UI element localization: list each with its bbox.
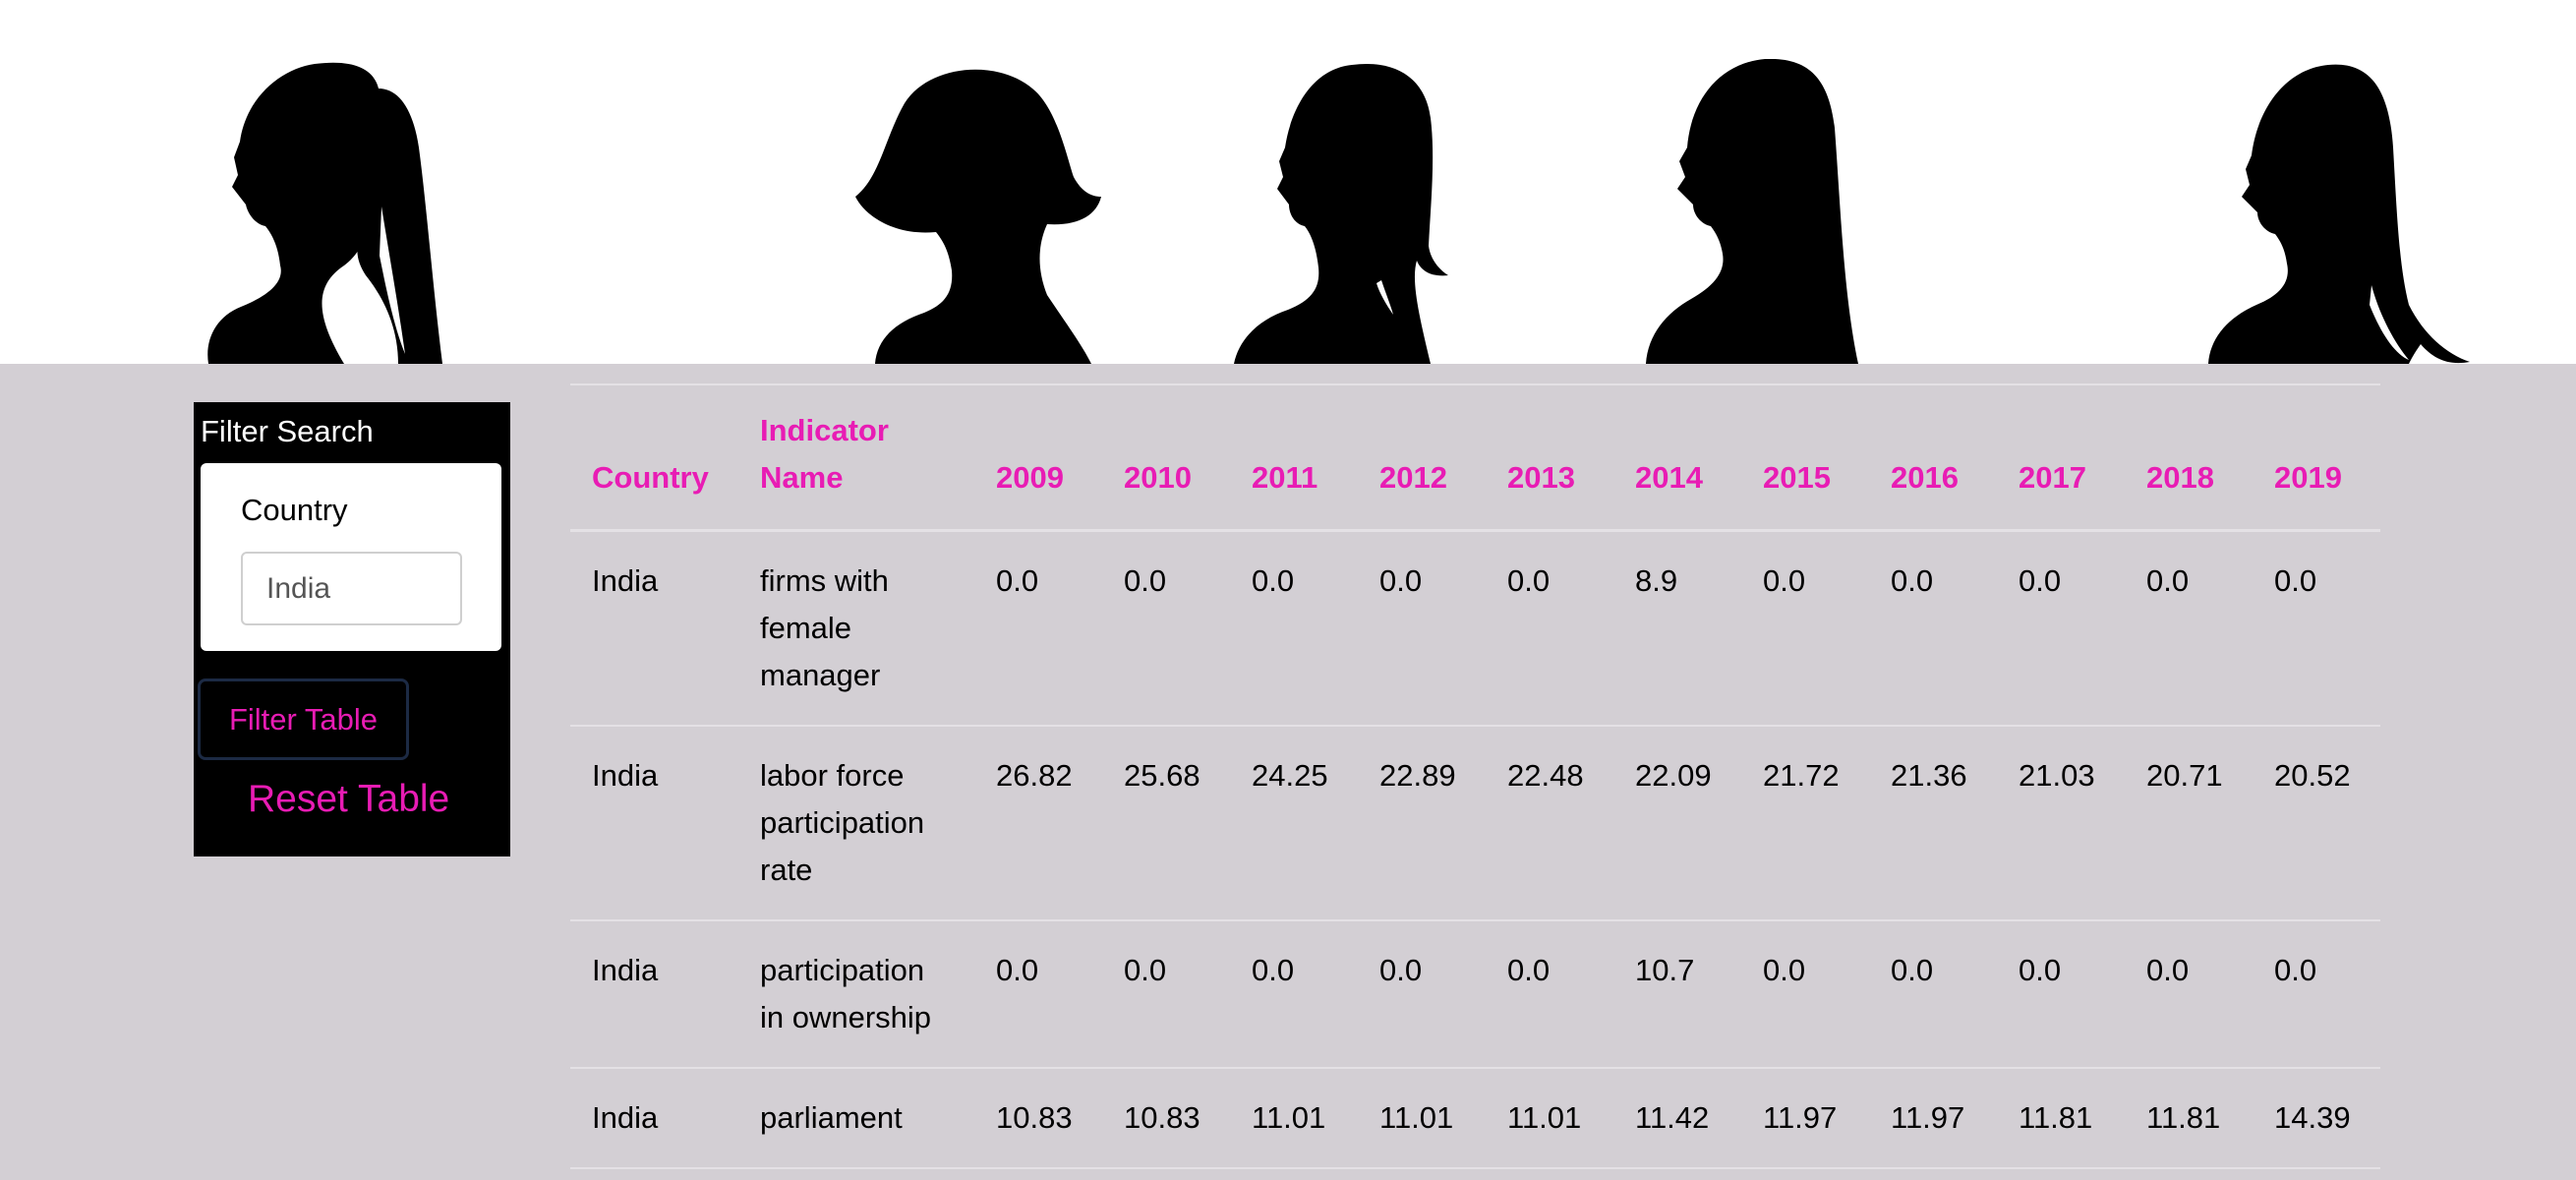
table-cell: 0.0 — [2125, 920, 2253, 1069]
table-cell: participation in ownership — [738, 920, 974, 1069]
header-year: 2015 — [1741, 384, 1869, 532]
table-cell: 22.09 — [1613, 726, 1741, 921]
table-cell: 0.0 — [1486, 920, 1613, 1069]
table-cell: 0.0 — [1230, 920, 1358, 1069]
table-cell: 0.0 — [974, 530, 1102, 727]
table-cell: 11.01 — [1358, 1068, 1486, 1169]
woman-silhouette-bob-icon — [855, 69, 1101, 364]
table-cell: 0.0 — [1997, 530, 2125, 727]
table-cell: parliament — [738, 1068, 974, 1169]
woman-silhouette-side-hair-icon — [2208, 64, 2470, 364]
table-cell: 11.97 — [1741, 1068, 1869, 1169]
table-cell: 20.52 — [2253, 726, 2380, 921]
table-cell: India — [570, 726, 738, 921]
table-cell: 0.0 — [1358, 530, 1486, 727]
table-cell: 0.0 — [1741, 530, 1869, 727]
header-year: 2013 — [1486, 384, 1613, 532]
table-row: India labor force participation rate 26.… — [570, 726, 2380, 921]
table-cell: 10.83 — [974, 1068, 1102, 1169]
header-year: 2018 — [2125, 384, 2253, 532]
table-cell: 0.0 — [974, 920, 1102, 1069]
table-cell: 0.0 — [1486, 530, 1613, 727]
table-cell: 20.71 — [2125, 726, 2253, 921]
header-indicator-name: Indicator Name — [738, 384, 974, 532]
table-row: India parliament 10.83 10.83 11.01 11.01… — [570, 1068, 2380, 1169]
header-year: 2014 — [1613, 384, 1741, 532]
country-input[interactable] — [241, 552, 462, 625]
header-country: Country — [570, 384, 738, 532]
table-cell: 25.68 — [1102, 726, 1230, 921]
table-cell: 0.0 — [2125, 530, 2253, 727]
header-year: 2012 — [1358, 384, 1486, 532]
table-cell: 0.0 — [1997, 920, 2125, 1069]
header-year: 2010 — [1102, 384, 1230, 532]
filter-title: Filter Search — [201, 414, 374, 448]
table-cell: 0.0 — [1102, 530, 1230, 727]
table-cell: 24.25 — [1230, 726, 1358, 921]
table-cell: 14.39 — [2253, 1068, 2380, 1169]
table-cell: 0.0 — [2253, 530, 2380, 727]
woman-silhouette-short-hair-icon — [1234, 63, 1448, 364]
woman-silhouette-long-hair-icon — [1646, 59, 1858, 364]
table-cell: 0.0 — [1869, 530, 1997, 727]
table-cell: 0.0 — [1358, 920, 1486, 1069]
table-cell: 21.03 — [1997, 726, 2125, 921]
filter-panel: Filter Search Country Filter Table Reset… — [194, 402, 510, 856]
table-cell: 0.0 — [2253, 920, 2380, 1069]
table-cell: 11.01 — [1486, 1068, 1613, 1169]
table-row: India firms with female manager 0.0 0.0 … — [570, 530, 2380, 727]
table-cell: 0.0 — [1230, 530, 1358, 727]
table-row: India participation in ownership 0.0 0.0… — [570, 920, 2380, 1069]
table-cell: India — [570, 530, 738, 727]
table-cell: 0.0 — [1102, 920, 1230, 1069]
silhouette-banner — [0, 0, 2576, 364]
table-cell: India — [570, 920, 738, 1069]
reset-table-button[interactable]: Reset Table — [248, 778, 450, 820]
table-cell: 26.82 — [974, 726, 1102, 921]
header-year: 2019 — [2253, 384, 2380, 532]
table-cell: 21.36 — [1869, 726, 1997, 921]
header-year: 2009 — [974, 384, 1102, 532]
table-cell: firms with female manager — [738, 530, 974, 727]
table-cell: 11.81 — [1997, 1068, 2125, 1169]
filter-form: Country — [201, 463, 501, 651]
table-cell: 21.72 — [1741, 726, 1869, 921]
header-year: 2016 — [1869, 384, 1997, 532]
woman-silhouette-ponytail-icon — [207, 62, 442, 364]
table-cell: 0.0 — [1869, 920, 1997, 1069]
header-year: 2017 — [1997, 384, 2125, 532]
header-year: 2011 — [1230, 384, 1358, 532]
table-header-row: Country Indicator Name 2009 2010 2011 20… — [570, 384, 2380, 532]
table-cell: 0.0 — [1741, 920, 1869, 1069]
table-cell: 11.42 — [1613, 1068, 1741, 1169]
table-cell: 22.48 — [1486, 726, 1613, 921]
table-cell: 11.81 — [2125, 1068, 2253, 1169]
indicator-table: Country Indicator Name 2009 2010 2011 20… — [570, 384, 2380, 1169]
table-cell: 8.9 — [1613, 530, 1741, 727]
table-cell: 11.01 — [1230, 1068, 1358, 1169]
table-cell: 22.89 — [1358, 726, 1486, 921]
table-cell: India — [570, 1068, 738, 1169]
table-cell: 11.97 — [1869, 1068, 1997, 1169]
country-label: Country — [241, 493, 348, 527]
table-cell: 10.83 — [1102, 1068, 1230, 1169]
table-cell: labor force participation rate — [738, 726, 974, 921]
table-cell: 10.7 — [1613, 920, 1741, 1069]
filter-table-button[interactable]: Filter Table — [198, 678, 409, 760]
